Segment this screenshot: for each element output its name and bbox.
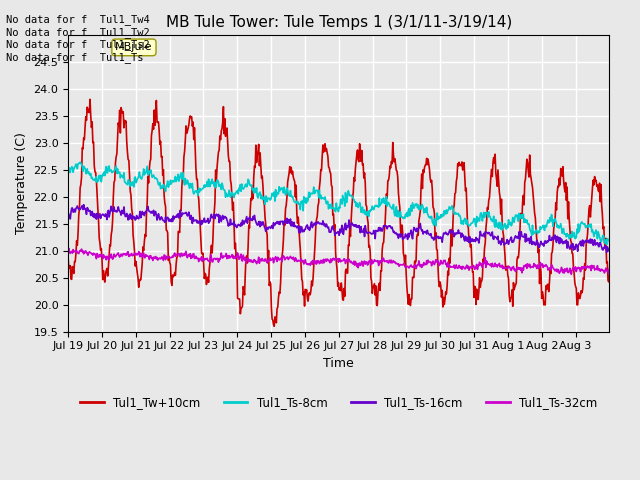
Tul1_Tw+10cm [276,290,284,296]
Tul1_Tw+10cm [129,211,136,216]
Tul1_Ts-16cm [129,213,136,218]
Title: MB Tule Tower: Tule Temps 1 (3/1/11-3/19/14): MB Tule Tower: Tule Temps 1 (3/1/11-3/19… [166,15,512,30]
Tul1_Ts-16cm [80,202,88,207]
Tul1_Ts-8cm [603,242,611,248]
Tul1_Ts-32cm [129,253,136,259]
Line: Tul1_Ts-32cm: Tul1_Ts-32cm [68,248,609,274]
Tul1_Ts-16cm [603,250,611,255]
Text: MBjule: MBjule [115,42,153,52]
Tul1_Ts-16cm [605,245,613,251]
Tul1_Tw+10cm [426,176,434,181]
Line: Tul1_Tw+10cm: Tul1_Tw+10cm [68,99,609,326]
Tul1_Ts-16cm [396,231,403,237]
Tul1_Tw+10cm [86,96,94,102]
Tul1_Ts-8cm [129,179,136,185]
Tul1_Ts-32cm [605,266,613,272]
Tul1_Tw+10cm [605,273,613,278]
Tul1_Ts-16cm [426,232,433,238]
Y-axis label: Temperature (C): Temperature (C) [15,132,28,234]
Tul1_Ts-8cm [228,190,236,195]
Tul1_Ts-32cm [64,248,72,253]
Legend: Tul1_Tw+10cm, Tul1_Ts-8cm, Tul1_Ts-16cm, Tul1_Ts-32cm: Tul1_Tw+10cm, Tul1_Ts-8cm, Tul1_Ts-16cm,… [76,391,602,413]
Tul1_Ts-16cm [255,219,262,225]
Tul1_Ts-16cm [228,221,236,227]
Tul1_Tw+10cm [64,255,72,261]
Tul1_Ts-32cm [255,254,262,260]
Text: No data for f  Tul1_Tw4
No data for f  Tul1_Tw2
No data for f  Tul1_Ts2
No data : No data for f Tul1_Tw4 No data for f Tul… [6,14,150,63]
Tul1_Ts-32cm [568,271,575,277]
Tul1_Ts-8cm [76,159,84,165]
Tul1_Ts-32cm [396,264,403,269]
Tul1_Ts-8cm [426,214,433,219]
Tul1_Ts-16cm [275,219,283,225]
Tul1_Tw+10cm [396,205,404,211]
Tul1_Tw+10cm [270,324,278,329]
Tul1_Tw+10cm [228,192,236,198]
Tul1_Ts-32cm [228,252,236,258]
Line: Tul1_Ts-8cm: Tul1_Ts-8cm [68,162,609,245]
Tul1_Ts-16cm [64,210,72,216]
Tul1_Ts-32cm [426,259,433,265]
Tul1_Ts-8cm [275,184,283,190]
Tul1_Ts-8cm [255,192,262,197]
X-axis label: Time: Time [323,357,354,370]
Tul1_Ts-32cm [275,257,283,263]
Tul1_Tw+10cm [255,142,262,147]
Tul1_Ts-8cm [605,239,613,245]
Tul1_Ts-32cm [65,245,73,251]
Tul1_Ts-8cm [64,172,72,178]
Line: Tul1_Ts-16cm: Tul1_Ts-16cm [68,204,609,252]
Tul1_Ts-8cm [396,215,403,220]
